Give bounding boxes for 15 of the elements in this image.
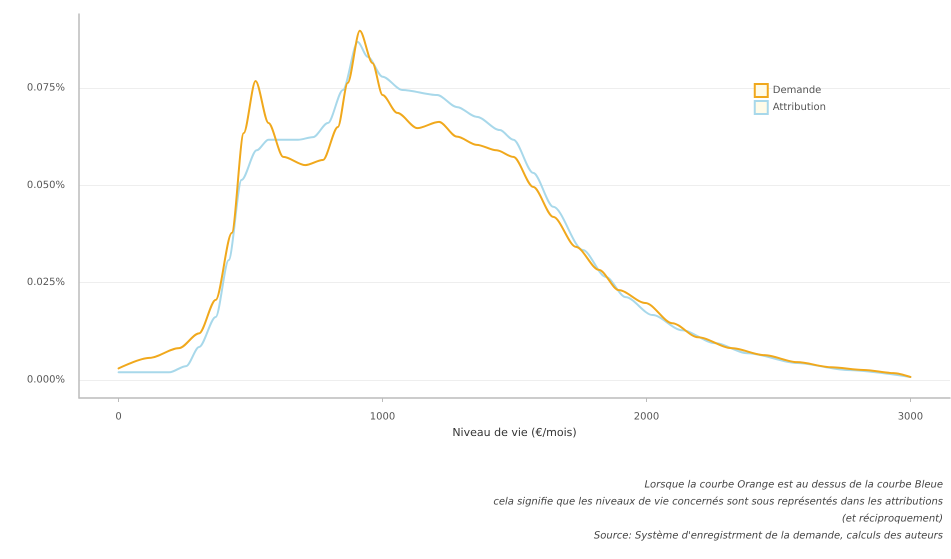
text: (et réciproquement) (842, 514, 943, 524)
x-tick-label: 3000 (898, 412, 924, 422)
x-tick-label: 1000 (370, 412, 396, 422)
y-tick-label: 0.025% (26, 277, 65, 288)
x-axis-title: Niveau de vie (€/mois) (452, 426, 577, 439)
y-tick-label: 0.050% (26, 180, 65, 191)
legend-label: Demande (772, 85, 822, 96)
x-tick-label: 2000 (634, 412, 660, 422)
y-tick-label: 0.075% (26, 82, 65, 94)
source-note: Source: Système d'enregistrment de la demande, calculs des auteurs (594, 530, 943, 542)
text: Lorsque la courbe Orange est au dessus de la courbe Bleue (644, 480, 943, 490)
legend-label: Attribution (772, 102, 826, 113)
x-tick-label: 0 (115, 412, 122, 422)
text: cela signifie que les niveaux de vie concernés sont sous représentés dans les attributions (493, 496, 943, 508)
y-tick-label: 0.000% (26, 374, 65, 386)
